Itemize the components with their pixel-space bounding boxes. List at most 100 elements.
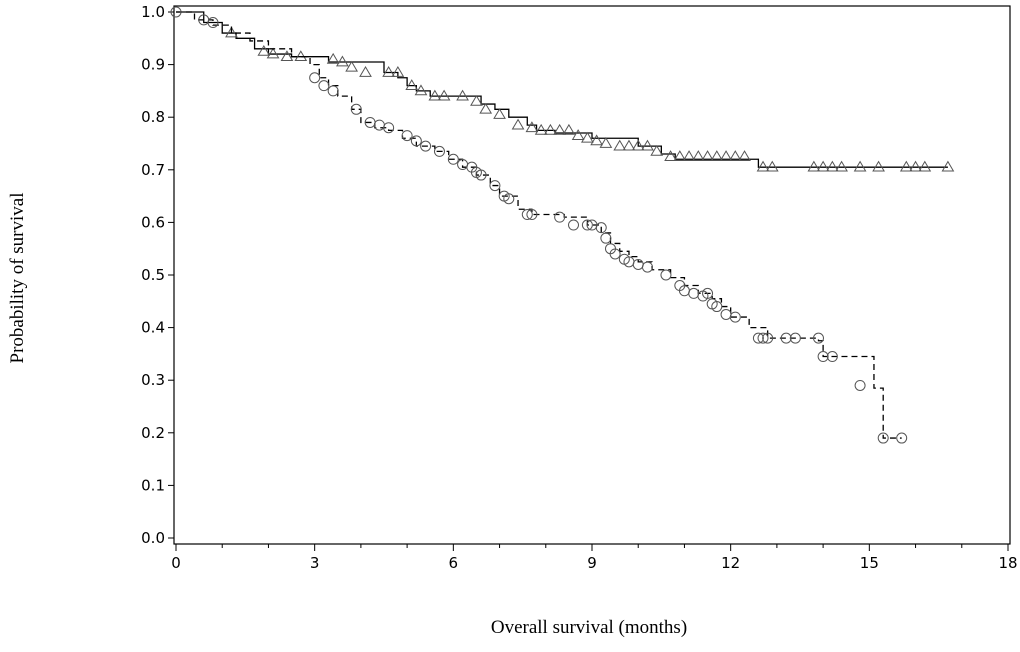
censor-circle xyxy=(350,103,362,115)
y-tick-label: 0.4 xyxy=(141,319,165,337)
censor-circle xyxy=(600,232,612,244)
x-tick-label: 9 xyxy=(587,554,597,572)
censor-triangle xyxy=(280,50,294,62)
censor-triangle xyxy=(825,160,839,172)
censor-triangle xyxy=(599,137,613,148)
y-axis-label: Probability of survival xyxy=(7,192,28,364)
y-tick-label: 0.6 xyxy=(141,213,165,231)
censor-triangle xyxy=(765,160,779,172)
censor-triangle xyxy=(613,139,627,151)
censor-triangle xyxy=(414,84,428,96)
censor-triangle xyxy=(525,121,539,133)
x-tick-label: 6 xyxy=(449,554,459,572)
censor-circle xyxy=(789,332,801,344)
y-tick-label: 1.0 xyxy=(141,3,165,21)
censor-triangle xyxy=(405,79,419,90)
censor-circle xyxy=(729,311,741,323)
censor-triangle xyxy=(553,123,567,135)
censor-triangle xyxy=(562,123,576,135)
censor-triangle xyxy=(756,160,770,172)
censor-circle xyxy=(489,180,501,192)
censor-circle xyxy=(503,193,515,205)
censor-circle xyxy=(752,332,764,344)
censor-circle xyxy=(401,130,413,142)
censor-triangle xyxy=(664,150,677,161)
x-axis-label: Overall survival (months) xyxy=(490,617,688,638)
censor-triangle xyxy=(359,66,372,77)
censor-triangle xyxy=(622,139,636,151)
censor-triangle xyxy=(391,66,405,77)
censor-circle xyxy=(609,248,621,260)
censor-triangle xyxy=(437,89,451,101)
censor-circle xyxy=(702,287,714,299)
plot-area: 0.0 0.1 0.2 0.3 0.4 0.5 0.6 0.7 0.8 0.9 1.0 0 3 6 9 12 1… xyxy=(141,3,1017,572)
censor-circle xyxy=(521,209,533,221)
survival-curve-2 xyxy=(176,11,902,439)
censor-circle xyxy=(641,261,653,273)
y-tick-label: 0.5 xyxy=(141,266,165,284)
censor-triangle xyxy=(470,94,483,106)
censor-triangle xyxy=(225,26,238,38)
censor-circle xyxy=(762,332,774,344)
censor-triangle xyxy=(816,160,830,172)
censor-triangle xyxy=(650,144,664,156)
censor-triangle xyxy=(918,160,932,172)
censor-circle xyxy=(812,332,824,344)
censor-circle xyxy=(433,145,445,157)
censor-triangle xyxy=(899,160,913,172)
y-tick-label: 0.0 xyxy=(141,529,165,547)
censor-triangle xyxy=(673,150,687,161)
censor-triangle xyxy=(294,50,308,62)
y-tick-label: 0.7 xyxy=(141,161,165,179)
censor-circle xyxy=(711,301,723,313)
censor-circle xyxy=(720,308,732,320)
censor-triangle xyxy=(701,150,714,161)
survival-curve-1 xyxy=(176,11,948,168)
censor-circle xyxy=(896,432,908,444)
censor-triangle xyxy=(835,160,848,172)
censor-triangle xyxy=(872,160,885,172)
censor-circle xyxy=(420,140,432,152)
x-tick-label: 15 xyxy=(860,554,879,572)
censor-circle xyxy=(526,209,538,221)
censor-circle xyxy=(826,351,838,363)
censor-triangle xyxy=(909,160,922,172)
censor-triangle xyxy=(479,102,493,114)
censor-triangle xyxy=(534,123,548,135)
censor-triangle xyxy=(590,134,603,146)
censor-circle xyxy=(309,72,321,84)
censor-circle xyxy=(877,432,889,444)
y-tick-label: 0.8 xyxy=(141,108,165,126)
censor-triangle xyxy=(266,47,280,59)
y-tick-label: 0.9 xyxy=(141,56,165,74)
censor-triangle xyxy=(710,150,724,161)
censor-circle xyxy=(595,222,607,234)
censor-triangle xyxy=(456,89,469,101)
censor-circle xyxy=(373,119,385,131)
censor-circle xyxy=(581,219,593,231)
censor-circle xyxy=(383,122,395,134)
y-tick-label: 0.1 xyxy=(141,476,165,494)
censor-circle xyxy=(475,169,487,181)
censor-circle xyxy=(207,17,219,29)
censor-circle xyxy=(817,351,829,363)
censor-circle xyxy=(854,379,866,391)
censor-circle xyxy=(568,219,580,231)
censor-triangle xyxy=(691,150,705,161)
censor-triangle xyxy=(631,139,645,151)
censor-triangle xyxy=(382,66,395,77)
censor-triangle xyxy=(641,139,654,151)
x-tick-label: 18 xyxy=(998,554,1017,572)
censor-triangle xyxy=(728,150,742,161)
censor-triangle xyxy=(738,150,751,161)
censor-triangle xyxy=(853,160,867,172)
censor-triangle xyxy=(428,89,442,101)
x-tick-label: 12 xyxy=(721,554,740,572)
censor-triangle xyxy=(257,44,271,56)
censor-circle xyxy=(410,135,422,147)
censor-triangle xyxy=(807,160,821,172)
censor-triangle xyxy=(571,129,585,140)
censor-circle xyxy=(780,332,792,344)
censor-triangle xyxy=(719,150,733,161)
